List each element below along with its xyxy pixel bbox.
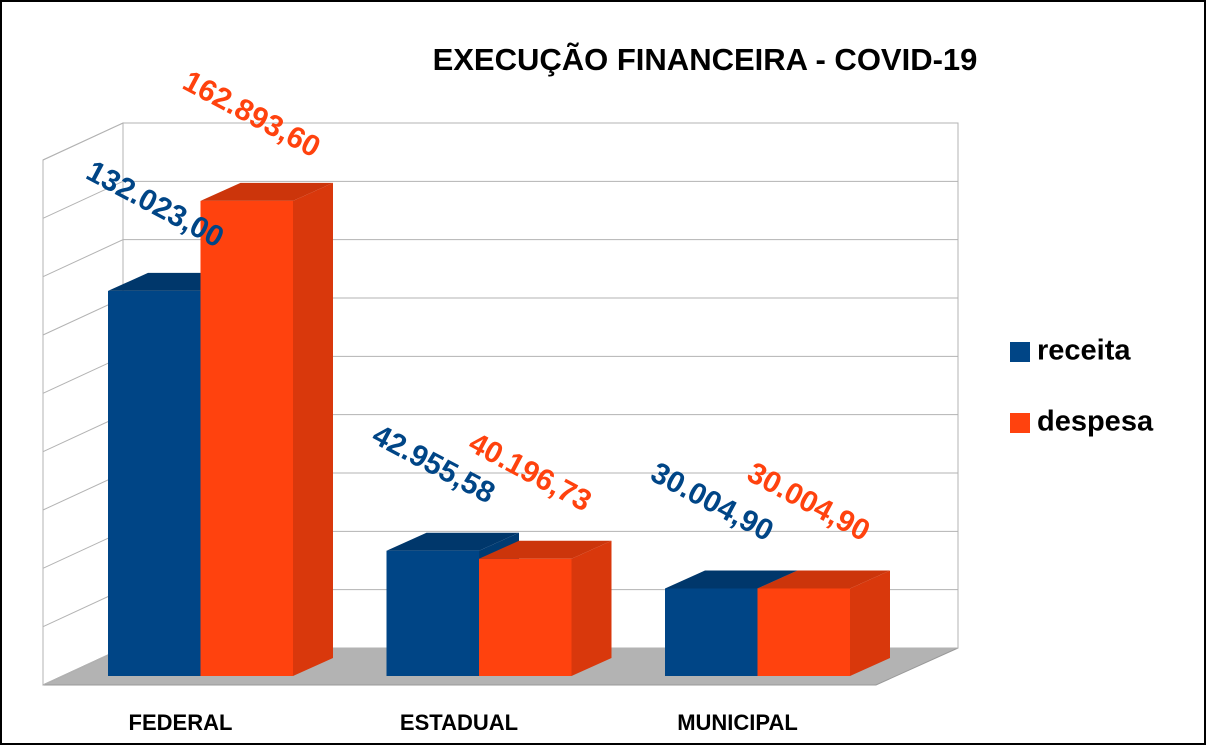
bar-side [571,540,612,676]
x-tick-label: FEDERAL [129,710,233,735]
bar-top [200,182,333,201]
bar-top [386,532,519,551]
bar-top [479,540,612,559]
bar-top [665,570,798,589]
bar [665,588,758,676]
legend-label: receita [1037,335,1131,367]
bar [200,200,293,676]
bar-side [293,182,333,676]
bar-side [850,570,890,676]
grid-line [42,180,958,219]
x-tick-label: ESTADUAL [400,710,518,735]
legend-swatch [1010,342,1030,362]
x-tick-label: MUNICIPAL [677,710,798,735]
grid-line [42,122,958,161]
legend-label: despesa [1037,406,1154,438]
chart-title: EXECUÇÃO FINANCEIRA - COVID-19 [433,42,978,77]
grid-line [42,239,958,278]
bar [479,558,572,676]
bar [386,550,479,676]
legend-swatch [1010,413,1030,433]
bar [757,588,850,676]
bar-top [757,570,890,589]
bar [108,290,201,676]
